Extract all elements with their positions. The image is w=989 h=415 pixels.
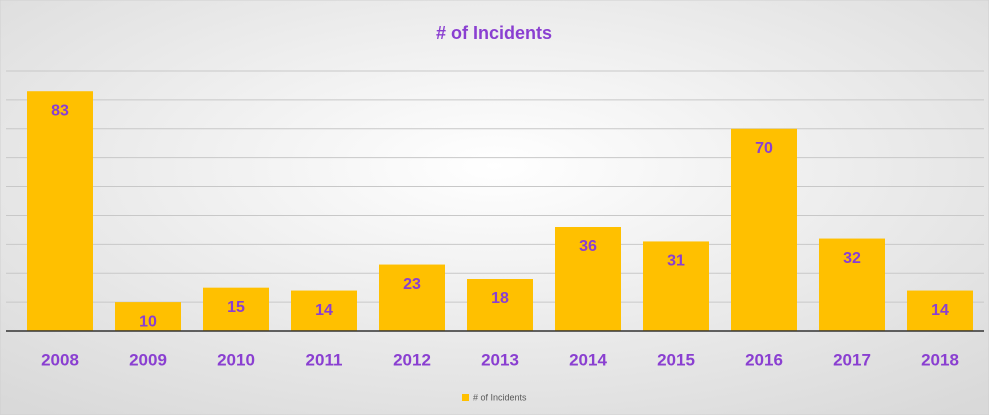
data-label: 23 (403, 276, 421, 293)
bar (203, 287, 269, 331)
data-label: 15 (227, 299, 245, 316)
data-label: 83 (51, 102, 69, 119)
legend-label: # of Incidents (473, 392, 527, 402)
x-tick-label: 2014 (569, 350, 607, 369)
x-tick-label: 2017 (833, 350, 871, 369)
bar (555, 227, 621, 331)
x-tick-label: 2018 (921, 350, 959, 369)
x-tick-label: 2009 (129, 350, 167, 369)
bar (819, 238, 885, 331)
data-label: 14 (931, 302, 949, 319)
bar (379, 264, 445, 331)
bar (643, 241, 709, 331)
bar (115, 302, 181, 331)
bar (467, 279, 533, 331)
chart-title: # of Incidents (436, 23, 552, 43)
bar (27, 91, 93, 331)
bar (907, 290, 973, 331)
x-tick-label: 2010 (217, 350, 255, 369)
data-label: 70 (755, 140, 773, 157)
data-label: 18 (491, 290, 509, 307)
data-label: 31 (667, 253, 685, 270)
x-tick-label: 2008 (41, 350, 79, 369)
data-label: 32 (843, 250, 861, 267)
bar (291, 290, 357, 331)
data-label: 10 (139, 313, 157, 330)
x-tick-label: 2012 (393, 350, 431, 369)
x-tick-label: 2011 (306, 350, 343, 369)
x-tick-label: 2016 (745, 350, 783, 369)
legend-swatch (462, 394, 469, 401)
bar (731, 128, 797, 331)
data-label: 14 (315, 302, 333, 319)
x-tick-label: 2015 (657, 350, 695, 369)
data-label: 36 (579, 238, 597, 255)
x-tick-label: 2013 (481, 350, 519, 369)
